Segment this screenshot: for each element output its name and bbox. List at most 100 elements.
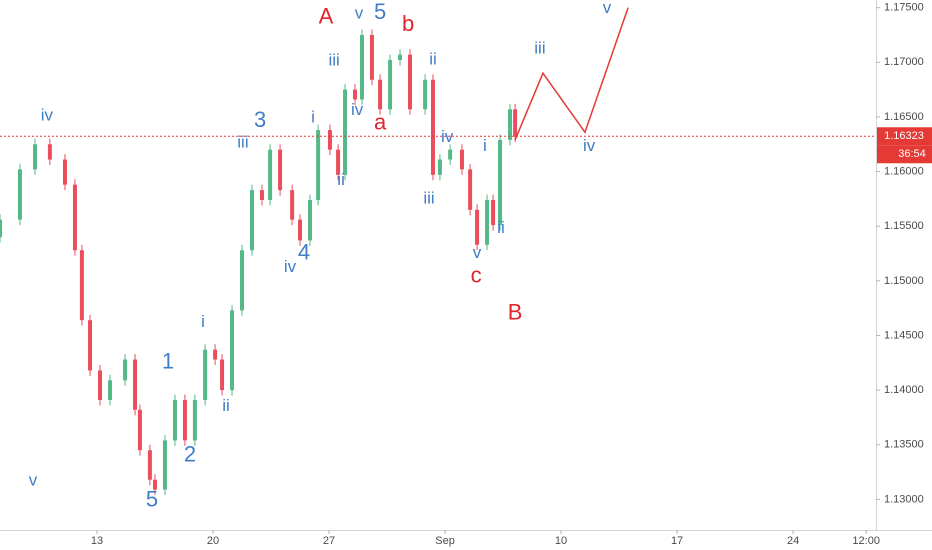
candle-body [498, 139, 503, 226]
candle-body [298, 219, 303, 241]
candle-body [369, 34, 374, 80]
candle-body [192, 399, 197, 441]
candle-body [448, 149, 453, 160]
candle-body [259, 190, 264, 200]
wave-label: iii [237, 133, 248, 152]
wave-label: iv [351, 100, 364, 119]
candle-body [353, 89, 358, 100]
wave-label: B [508, 299, 523, 324]
y-tick-label: 1.17000 [884, 56, 924, 68]
wave-label: ii [497, 218, 505, 237]
candle-body [307, 199, 312, 241]
wave-label: a [374, 109, 387, 134]
wave-label: 5 [146, 486, 158, 511]
candle-body [359, 34, 364, 100]
wave-label: iv [284, 257, 297, 276]
wave-label: iv [41, 105, 54, 124]
wave-label: v [473, 243, 482, 262]
candle-body [172, 399, 177, 441]
y-tick-label: 1.13000 [884, 493, 924, 505]
candle-body [17, 169, 22, 220]
candle-body [107, 380, 112, 400]
candle-body [430, 79, 435, 175]
candle-body [388, 60, 393, 110]
candle-body [508, 109, 513, 140]
x-tick-label: 20 [207, 535, 219, 547]
candle-body [133, 359, 138, 410]
wave-label: iii [423, 188, 434, 207]
countdown-label: 36:54 [898, 148, 926, 160]
wave-label: iii [534, 39, 545, 58]
candle-body [423, 79, 428, 110]
candle-body [316, 130, 321, 200]
last-price-label: 1.16323 [884, 130, 924, 142]
wave-label: A [319, 3, 334, 28]
x-tick-label: 13 [91, 535, 103, 547]
wave-label: i [483, 136, 487, 155]
candle-body [62, 159, 67, 185]
y-tick-label: 1.15500 [884, 220, 924, 232]
wave-label: 1 [162, 349, 174, 374]
candle-body [33, 144, 38, 170]
candle-body [182, 399, 187, 441]
wave-label: 5 [374, 0, 386, 24]
y-tick-label: 1.13500 [884, 439, 924, 451]
wave-label: b [402, 11, 414, 36]
candle-body [459, 149, 464, 170]
candle-body [123, 359, 128, 381]
candle-body [47, 144, 52, 160]
wave-label: iii [328, 51, 339, 70]
x-tick-label: 17 [671, 535, 683, 547]
wave-label: ii [337, 170, 345, 189]
x-tick-label: Sep [435, 535, 455, 547]
candle-body [0, 219, 2, 238]
y-tick-label: 1.14000 [884, 384, 924, 396]
y-tick-label: 1.14500 [884, 329, 924, 341]
wave-label: v [29, 470, 38, 489]
x-tick-label: 12:00 [852, 535, 880, 547]
candle-body [249, 190, 254, 251]
candle-body [336, 149, 341, 175]
candle-body [327, 130, 332, 150]
last-price-box [877, 127, 932, 146]
candle-body [79, 250, 84, 321]
candle-body [152, 479, 157, 490]
wave-label: ii [429, 50, 437, 69]
candle-body [468, 169, 473, 210]
x-tick-label: 10 [555, 535, 567, 547]
y-tick-label: 1.16000 [884, 165, 924, 177]
candle-body [290, 190, 295, 220]
candle-body [513, 109, 518, 137]
y-tick-label: 1.16500 [884, 111, 924, 123]
y-tick-label: 1.17500 [884, 2, 924, 14]
candle-body [437, 159, 442, 175]
candle-body [220, 359, 225, 391]
candle-body [230, 310, 235, 391]
candle-body [240, 250, 245, 311]
candle-body [408, 54, 413, 110]
wave-label: 2 [184, 442, 196, 467]
candle-body [88, 320, 93, 371]
x-tick-label: 27 [323, 535, 335, 547]
wave-label: ii [222, 396, 230, 415]
candle-body [98, 370, 103, 400]
candle-body [268, 149, 273, 200]
projection-line [514, 7, 629, 141]
candle-body [213, 349, 218, 360]
candle-body [378, 79, 383, 110]
candle-body [147, 450, 152, 480]
candle-body [475, 209, 480, 245]
candle-body [203, 349, 208, 400]
wave-label: v [355, 4, 364, 23]
candle-body [162, 440, 167, 490]
candle-body [398, 54, 403, 61]
wave-label: i [201, 312, 205, 331]
candle-body [278, 149, 283, 191]
wave-label: iv [441, 127, 454, 146]
wave-label: iv [583, 136, 596, 155]
candle-body [485, 199, 490, 245]
wave-label: i [311, 108, 315, 127]
